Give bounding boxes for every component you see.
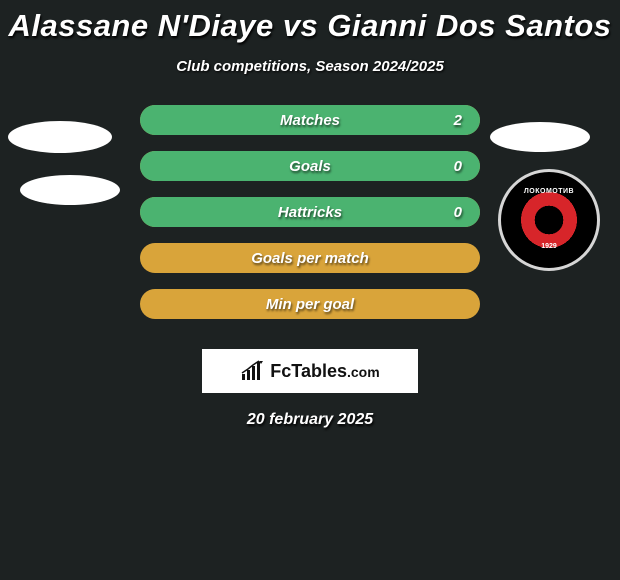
snapshot-date: 20 february 2025 [0, 411, 620, 429]
infographic-container: Alassane N'Diaye vs Gianni Dos Santos Cl… [0, 0, 620, 580]
stat-label: Matches [280, 112, 340, 129]
chart-row: Hattricks 0 [0, 197, 620, 243]
chart-row: Min per goal [0, 289, 620, 335]
stat-bar: Goals per match [140, 243, 480, 273]
stat-bar: Min per goal [140, 289, 480, 319]
chart-row: Goals 0 [0, 151, 620, 197]
brand-chart-icon [240, 360, 266, 382]
comparison-chart: Matches 2 Goals 0 Hattricks 0 Goals per match M… [0, 105, 620, 335]
subtitle: Club competitions, Season 2024/2025 [0, 58, 620, 75]
stat-label: Min per goal [266, 296, 354, 313]
stat-bar: Matches 2 [140, 105, 480, 135]
chart-row: Matches 2 [0, 105, 620, 151]
brand-name: FcTables [270, 361, 347, 381]
stat-value: 0 [454, 158, 462, 175]
brand-box: FcTables.com [202, 349, 418, 393]
stat-bar: Hattricks 0 [140, 197, 480, 227]
stat-label: Goals per match [251, 250, 369, 267]
chart-row: Goals per match [0, 243, 620, 289]
stat-label: Goals [289, 158, 331, 175]
stat-value: 0 [454, 204, 462, 221]
stat-value: 2 [454, 112, 462, 129]
brand-suffix: .com [347, 364, 380, 380]
page-title: Alassane N'Diaye vs Gianni Dos Santos [0, 0, 620, 44]
stat-label: Hattricks [278, 204, 342, 221]
brand-text: FcTables.com [270, 361, 379, 382]
stat-bar: Goals 0 [140, 151, 480, 181]
